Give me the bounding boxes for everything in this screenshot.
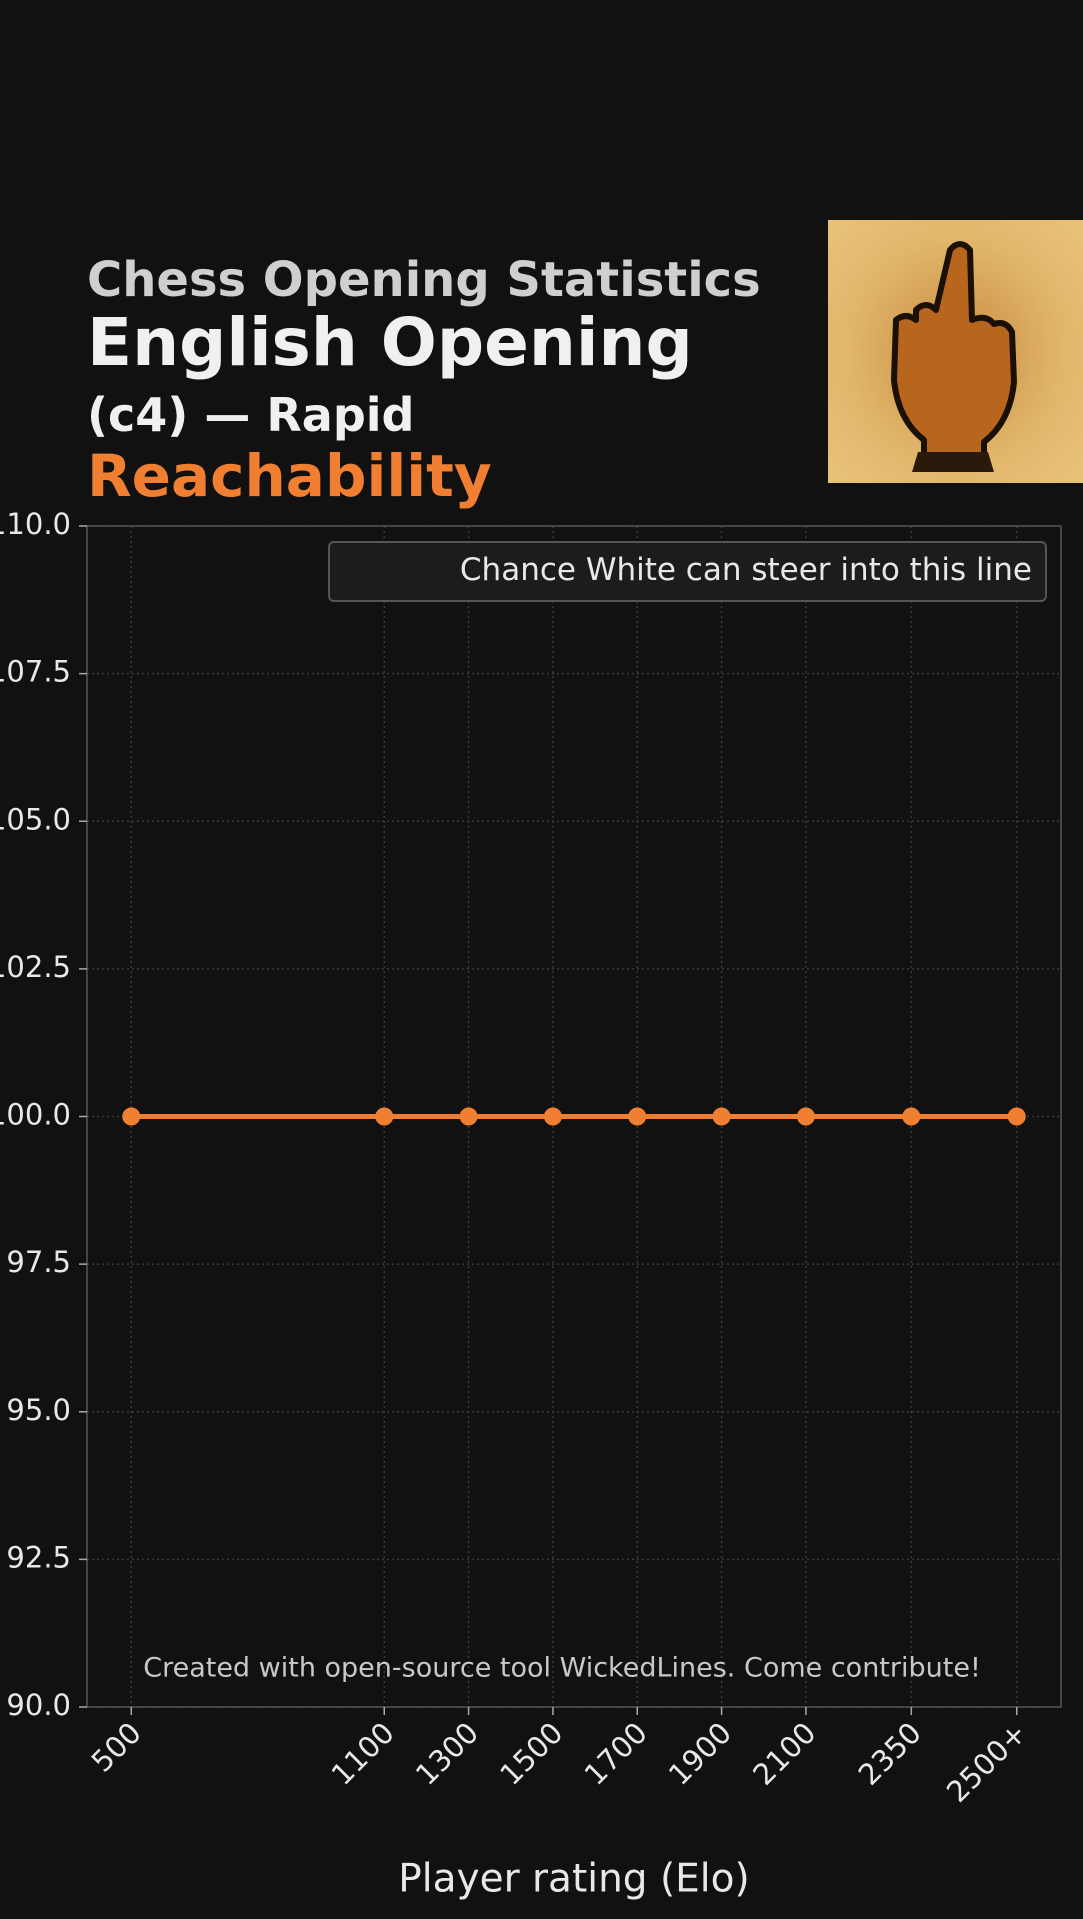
y-tick-label: 100.0 <box>0 1098 71 1132</box>
data-point <box>459 1107 478 1126</box>
y-tick-label: 102.5 <box>0 950 71 984</box>
data-point <box>1007 1107 1026 1126</box>
y-tick-label: 90.0 <box>6 1688 71 1722</box>
metric-title: Reachability <box>87 442 492 510</box>
y-tick-label: 107.5 <box>0 655 71 689</box>
data-point <box>375 1107 394 1126</box>
data-point <box>712 1107 731 1126</box>
legend: Chance White can steer into this line <box>328 541 1047 602</box>
logo-image <box>828 220 1083 483</box>
data-point <box>543 1107 562 1126</box>
chart-title: English Opening <box>87 304 693 381</box>
x-axis-label: Player rating (Elo) <box>398 1857 749 1902</box>
annotation: Created with open-source tool WickedLine… <box>143 1653 981 1684</box>
legend-box <box>328 541 1047 602</box>
y-tick-label: 110.0 <box>0 507 71 541</box>
y-tick-label: 97.5 <box>6 1245 71 1279</box>
y-tick-label: 105.0 <box>0 802 71 836</box>
data-point <box>628 1107 647 1126</box>
chart-subtitle: (c4) — Rapid <box>87 388 414 442</box>
y-tick-label: 95.0 <box>6 1393 71 1427</box>
data-point <box>796 1107 815 1126</box>
data-point <box>122 1107 141 1126</box>
y-tick-label: 92.5 <box>6 1540 71 1574</box>
data-point <box>902 1107 921 1126</box>
header: Chess Opening Statistics <box>87 252 761 308</box>
legend-label: Chance White can steer into this line <box>460 552 1032 588</box>
